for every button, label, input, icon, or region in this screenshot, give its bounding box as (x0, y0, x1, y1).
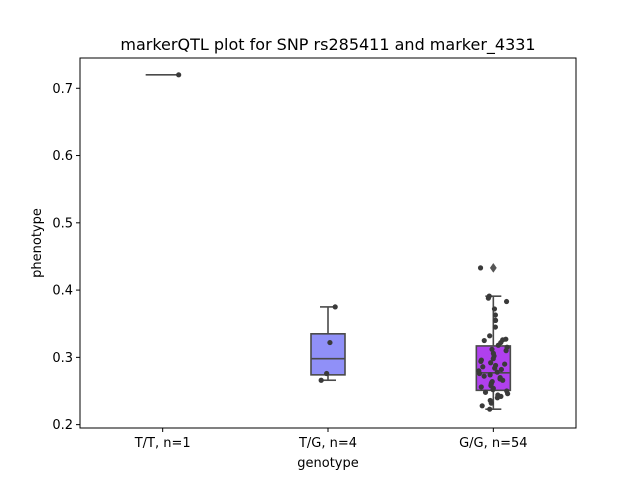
data-point (502, 361, 508, 367)
data-point (488, 400, 494, 406)
data-point (485, 295, 491, 301)
data-point (476, 370, 483, 377)
chart-title: markerQTL plot for SNP rs285411 and mark… (120, 35, 535, 55)
data-point (477, 265, 484, 271)
data-point (478, 358, 484, 364)
data-point (492, 365, 498, 371)
y-axis: 0.2 0.3 0.4 0.5 0.6 0.7 (52, 82, 80, 433)
data-point (495, 342, 501, 348)
y-tick-label: 0.2 (52, 418, 73, 433)
data-point (487, 372, 493, 378)
data-point (503, 348, 509, 354)
data-point (332, 304, 338, 310)
data-point (489, 346, 495, 352)
x-axis-label: genotype (297, 456, 358, 471)
x-tick-label: G/G, n=54 (459, 436, 527, 451)
data-point (482, 389, 489, 395)
data-point (481, 337, 487, 344)
data-point (494, 395, 500, 401)
data-point (324, 370, 330, 377)
y-tick-label: 0.7 (52, 82, 73, 97)
y-axis-label: phenotype (30, 208, 45, 278)
data-point (494, 369, 500, 375)
data-point (505, 391, 511, 397)
data-point (500, 377, 506, 383)
y-tick-label: 0.6 (52, 149, 73, 164)
data-point (503, 298, 510, 305)
data-point (327, 339, 333, 346)
plot-area (145, 72, 512, 412)
data-point (492, 324, 498, 330)
box-group (310, 304, 346, 383)
y-tick-label: 0.5 (52, 216, 73, 231)
data-point (318, 377, 324, 383)
data-point (490, 387, 496, 393)
y-tick-label: 0.4 (52, 284, 73, 299)
outlier-marker (489, 262, 497, 273)
data-point (487, 333, 493, 339)
x-tick-label: T/T, n=1 (134, 436, 191, 451)
data-point (492, 317, 499, 323)
box-iqr (310, 333, 346, 376)
x-tick-label: T/G, n=4 (298, 436, 357, 451)
data-point (478, 384, 484, 390)
data-point (491, 306, 498, 312)
plot-frame (79, 57, 577, 429)
data-point (498, 366, 504, 373)
data-point (176, 72, 182, 78)
box-group (475, 262, 512, 412)
data-point (490, 356, 496, 362)
data-point (481, 373, 487, 379)
data-point (488, 360, 494, 366)
y-tick-label: 0.3 (52, 351, 73, 366)
data-point (480, 364, 486, 370)
box-group (145, 72, 182, 78)
data-point (492, 312, 498, 318)
data-point (479, 403, 485, 409)
x-axis: T/T, n=1 T/G, n=4 G/G, n=54 (134, 428, 528, 451)
data-point (487, 406, 493, 412)
